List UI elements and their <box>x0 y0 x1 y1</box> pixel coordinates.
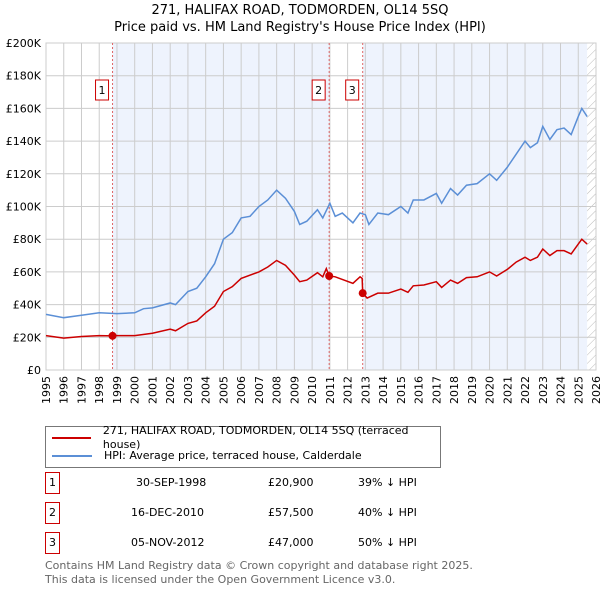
y-tick-label: £160K <box>6 102 42 115</box>
x-tick-label: 2015 <box>395 376 408 404</box>
x-tick-label: 2022 <box>519 376 532 404</box>
sale-row: 2 16-DEC-2010 £57,500 40% ↓ HPI <box>45 502 445 524</box>
legend-label: HPI: Average price, terraced house, Cald… <box>104 449 362 462</box>
sale-point <box>325 271 334 280</box>
price-chart: 1995 1996 1997 1998 1999 2000 2001 2002 2003 2004… <box>6 37 600 404</box>
x-tick-label: 2002 <box>164 376 177 404</box>
sale-price: £57,500 <box>268 506 314 519</box>
legend-item-hpi: HPI: Average price, terraced house, Cald… <box>52 449 362 463</box>
sale-date: 05-NOV-2012 <box>131 536 205 549</box>
x-tick-label: 2023 <box>537 376 550 404</box>
y-tick-label: £60K <box>13 266 42 279</box>
x-tick-label: 2003 <box>182 376 195 404</box>
x-tick-label: 2017 <box>430 376 443 404</box>
x-tick-label: 2013 <box>359 376 372 404</box>
y-tick-label: £20K <box>13 331 42 344</box>
x-tick-label: 1996 <box>58 376 71 404</box>
y-tick-label: £40K <box>13 299 42 312</box>
x-tick-label: 2020 <box>484 376 497 404</box>
property-line <box>45 238 588 339</box>
x-tick-label: 2026 <box>590 376 600 404</box>
sale-price: £47,000 <box>268 536 314 549</box>
x-tick-label: 1998 <box>93 376 106 404</box>
sale-date: 30-SEP-1998 <box>136 476 207 489</box>
x-tick-label: 2004 <box>200 376 213 404</box>
x-tick-label: 1997 <box>75 376 88 404</box>
x-tick-label: 1999 <box>111 376 124 404</box>
chart-title: 271, HALIFAX ROAD, TODMORDEN, OL14 5SQ <box>151 3 449 18</box>
sale-box-label: 3 <box>349 84 356 97</box>
sale-row: 3 05-NOV-2012 £47,000 50% ↓ HPI <box>45 532 445 554</box>
sale-box <box>345 79 360 101</box>
footer-line2: This data is licensed under the Open Gov… <box>45 573 396 586</box>
x-tick-label: 2014 <box>377 376 390 404</box>
x-tick-label: 2008 <box>271 376 284 404</box>
footer-line1: Contains HM Land Registry data © Crown c… <box>45 559 473 572</box>
x-tick-label: 2016 <box>413 376 426 404</box>
x-tick-label: 2009 <box>288 376 301 404</box>
x-tick-label: 2024 <box>555 376 568 404</box>
sale-row: 1 30-SEP-1998 £20,900 39% ↓ HPI <box>45 472 445 494</box>
sale-box <box>311 79 326 101</box>
plot-border <box>45 42 597 371</box>
sale-price: £20,900 <box>268 476 314 489</box>
sale-box <box>95 79 110 101</box>
x-tick-label: 2001 <box>146 376 159 404</box>
x-tick-label: 2000 <box>129 376 142 404</box>
x-tick-label: 2012 <box>342 376 355 404</box>
footer: Contains HM Land Registry data © Crown c… <box>45 559 473 587</box>
y-tick-label: £180K <box>6 70 42 83</box>
legend-label: 271, HALIFAX ROAD, TODMORDEN, OL14 5SQ (… <box>102 424 409 451</box>
x-tick-label: 2007 <box>253 376 266 404</box>
sale-hpi: 39% ↓ HPI <box>358 476 417 489</box>
y-tick-label: £0 <box>27 364 41 377</box>
sale-point <box>108 331 117 340</box>
y-tick-label: £140K <box>6 135 42 148</box>
sale-marker: 1 <box>45 472 60 494</box>
x-tick-label: 2010 <box>306 376 319 404</box>
chart-subtitle: Price paid vs. HM Land Registry's House … <box>114 20 486 35</box>
x-tick-label: 2019 <box>466 376 479 404</box>
x-tick-label: 2005 <box>217 376 230 404</box>
y-tick-label: £200K <box>6 37 42 50</box>
sale-box-label: 1 <box>99 84 106 97</box>
x-tick-label: 2018 <box>448 376 461 404</box>
y-tick-label: £100K <box>6 201 42 214</box>
sale-marker: 2 <box>45 502 60 524</box>
y-tick-label: £80K <box>13 233 42 246</box>
x-tick-label: 2025 <box>572 376 585 404</box>
legend-swatch-red <box>52 437 91 439</box>
x-tick-label: 1995 <box>40 376 53 404</box>
legend-item-property: 271, HALIFAX ROAD, TODMORDEN, OL14 5SQ (… <box>52 424 440 451</box>
x-tick-label: 2021 <box>501 376 514 404</box>
legend: 271, HALIFAX ROAD, TODMORDEN, OL14 5SQ (… <box>45 424 441 468</box>
sale-point <box>358 289 367 298</box>
x-tick-label: 2006 <box>235 376 248 404</box>
sale-hpi: 40% ↓ HPI <box>358 506 417 519</box>
hpi-line <box>45 106 588 319</box>
legend-swatch-blue <box>52 455 92 457</box>
y-tick-label: £120K <box>6 168 42 181</box>
sale-box-label: 2 <box>315 84 322 97</box>
x-tick-label: 2011 <box>324 376 337 404</box>
sale-hpi: 50% ↓ HPI <box>358 536 417 549</box>
sale-marker: 3 <box>45 532 60 554</box>
sale-date: 16-DEC-2010 <box>131 506 205 519</box>
